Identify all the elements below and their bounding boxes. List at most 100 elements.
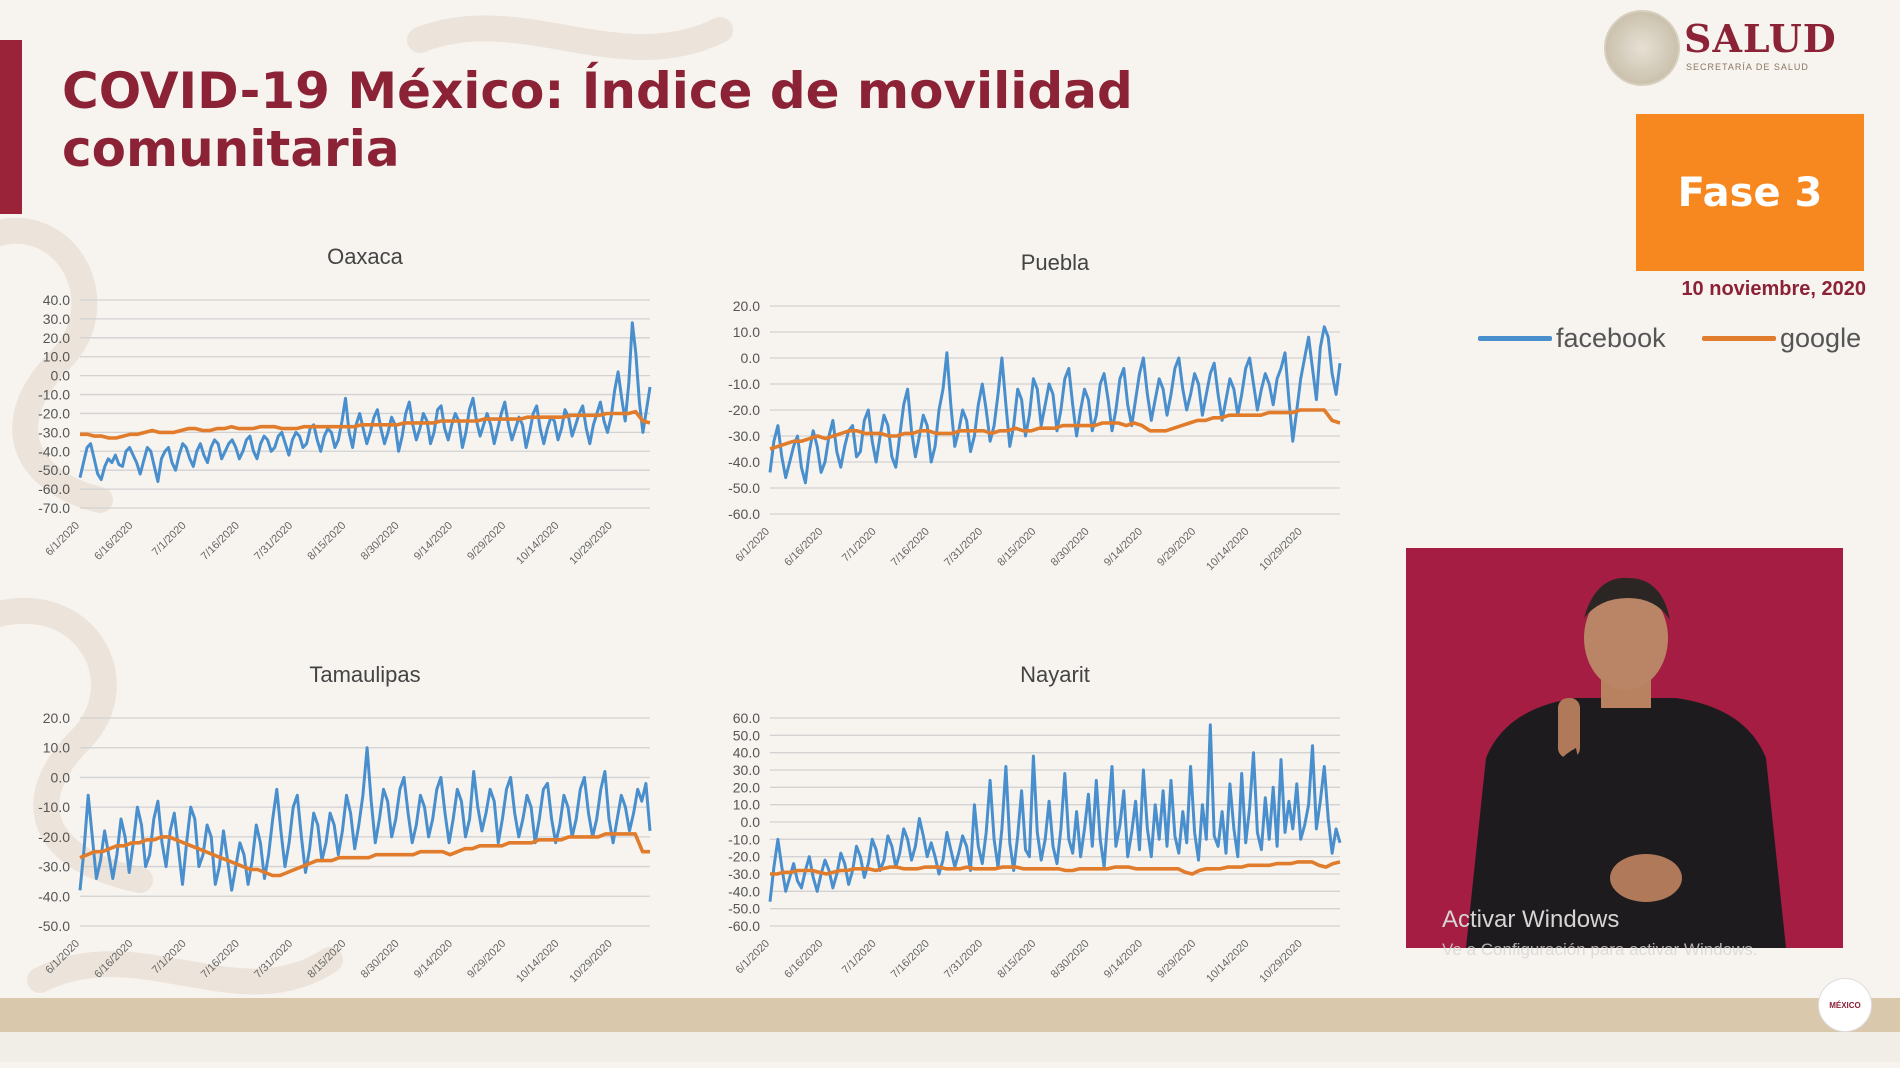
y-tick-label: -40.0: [728, 454, 760, 470]
chart-tamaulipas: Tamaulipas 20.0 10.0 0.0 -10.0 -20.0 -30.0 -40.…: [20, 656, 660, 996]
footer-band: [0, 998, 1900, 1032]
series-line-facebook: [78, 746, 652, 892]
legend-swatch-facebook: [1478, 335, 1552, 341]
x-tick-label: 7/31/2020: [942, 526, 985, 569]
chart-title: Nayarit: [1020, 662, 1090, 687]
x-tick-label: 7/31/2020: [252, 938, 295, 981]
legend-label-google: google: [1780, 322, 1862, 353]
y-tick-label: -20.0: [728, 849, 760, 865]
x-tick-label: 9/14/2020: [412, 520, 455, 563]
x-tick-label: 10/29/2020: [1257, 526, 1304, 573]
logo-subtitle: SECRETARÍA DE SALUD: [1686, 62, 1809, 72]
y-tick-label: 50.0: [733, 727, 760, 743]
chart-svg: Oaxaca 40.0 30.0 20.0 10.0 0.0 -10.0 -20.0 -30.0…: [38, 244, 652, 567]
y-tick-label: -30.0: [38, 424, 70, 440]
x-tick-label: 10/29/2020: [567, 520, 614, 567]
y-tick-label: 10.0: [43, 740, 70, 756]
legend-item-facebook: facebook: [1478, 318, 1666, 358]
x-tick-label: 7/31/2020: [942, 938, 985, 981]
y-tick-label: -50.0: [728, 480, 760, 496]
legend-swatch-google: [1702, 335, 1776, 341]
y-tick-label: -10.0: [728, 831, 760, 847]
x-tick-label: 6/1/2020: [43, 520, 82, 559]
y-tick-label: -60.0: [728, 506, 760, 522]
y-tick-label: -10.0: [38, 799, 70, 815]
y-tick-label: 0.0: [51, 769, 71, 785]
x-tick-label: 8/15/2020: [305, 938, 348, 981]
y-tick-label: 30.0: [733, 762, 760, 778]
x-tick-label: 7/1/2020: [840, 938, 879, 977]
y-tick-label: -50.0: [38, 462, 70, 478]
watermark-line-2: Ve a Configuración para activar Windows.: [1442, 940, 1758, 959]
watermark-line-1: Activar Windows: [1442, 906, 1620, 933]
y-tick-label: -10.0: [728, 376, 760, 392]
chart-svg: Nayarit 60.050.0 40.030.020.0 10.00.0-10.0 -…: [728, 662, 1342, 985]
x-tick-label: 8/30/2020: [359, 938, 402, 981]
chart-nayarit: Nayarit 60.0 50.0 40.0 30.0 20.0 10.0 0.0 -10.0 -…: [710, 656, 1350, 996]
x-tick-label: 7/1/2020: [150, 520, 189, 559]
y-tick-label: 20.0: [43, 330, 70, 346]
x-tick-label: 8/30/2020: [359, 520, 402, 563]
legend-item-google: google: [1702, 318, 1861, 358]
y-tick-label: -20.0: [38, 829, 70, 845]
x-tick-label: 9/29/2020: [465, 938, 508, 981]
x-tick-label: 6/16/2020: [782, 526, 825, 569]
y-tick-label: 10.0: [43, 349, 70, 365]
y-tick-label: 20.0: [43, 710, 70, 726]
report-date: 10 noviembre, 2020: [1681, 278, 1866, 300]
footer-strip: [0, 1032, 1900, 1062]
x-tick-label: 9/14/2020: [1102, 526, 1145, 569]
y-tick-label: 10.0: [733, 324, 760, 340]
x-tick-label: 9/29/2020: [1155, 938, 1198, 981]
windows-activation-watermark: Activar Windows Ve a Configuración para …: [1442, 906, 1882, 960]
interpreter-figure: [1466, 577, 1786, 948]
x-tick-label: 7/31/2020: [252, 520, 295, 563]
y-tick-label: -50.0: [728, 901, 760, 917]
chart-title: Puebla: [1021, 250, 1090, 275]
chart-legend: facebook google: [1478, 318, 1868, 358]
y-tick-label: -50.0: [38, 918, 70, 934]
series-line-google: [769, 408, 1341, 451]
mexico-seal-icon: [1604, 10, 1680, 86]
y-tick-label: 40.0: [43, 292, 70, 308]
y-tick-label: -30.0: [728, 428, 760, 444]
page-title: COVID-19 México: Índice de movilidad com…: [62, 62, 1133, 178]
chart-title: Oaxaca: [327, 244, 404, 269]
x-tick-label: 7/16/2020: [889, 938, 932, 981]
x-tick-label: 10/14/2020: [1204, 938, 1251, 985]
x-tick-label: 9/29/2020: [1155, 526, 1198, 569]
x-tick-label: 9/14/2020: [1102, 938, 1145, 981]
y-tick-label: 60.0: [733, 710, 760, 726]
y-tick-label: -40.0: [38, 443, 70, 459]
y-tick-label: 0.0: [741, 350, 761, 366]
x-tick-label: 7/16/2020: [199, 520, 242, 563]
x-tick-label: 6/16/2020: [782, 938, 825, 981]
chart-svg: Tamaulipas 20.0 10.0 0.0 -10.0 -20.0 -30.0 -40.…: [38, 662, 652, 985]
x-tick-label: 9/14/2020: [412, 938, 455, 981]
series-line-facebook: [768, 723, 1342, 902]
x-tick-label: 10/29/2020: [567, 938, 614, 985]
x-tick-label: 10/14/2020: [514, 520, 561, 567]
x-tick-label: 6/16/2020: [92, 938, 135, 981]
x-tick-label: 6/1/2020: [733, 938, 772, 977]
y-tick-label: -30.0: [38, 859, 70, 875]
x-tick-label: 9/29/2020: [465, 520, 508, 563]
x-tick-label: 6/16/2020: [92, 520, 135, 563]
series-line-google: [79, 832, 650, 878]
x-tick-label: 6/1/2020: [43, 938, 82, 977]
chart-puebla: Puebla 20.0 10.0 0.0 -10.0 -20.0 -30.0 -40.0 -50…: [710, 244, 1350, 584]
x-tick-label: 6/1/2020: [733, 526, 772, 565]
salud-logo: SALUD SECRETARÍA DE SALUD: [1604, 10, 1844, 90]
x-tick-label: 7/1/2020: [150, 938, 189, 977]
x-tick-label: 7/16/2020: [889, 526, 932, 569]
y-tick-label: 20.0: [733, 298, 760, 314]
y-tick-label: -30.0: [728, 866, 760, 882]
y-tick-label: -20.0: [38, 405, 70, 421]
x-tick-label: 8/15/2020: [995, 526, 1038, 569]
x-tick-label: 10/14/2020: [1204, 526, 1251, 573]
series-line-facebook: [78, 321, 652, 483]
y-tick-label: -40.0: [38, 888, 70, 904]
phase-badge: Fase 3: [1636, 114, 1864, 271]
chart-title: Tamaulipas: [309, 662, 420, 687]
y-tick-label: -10.0: [38, 387, 70, 403]
